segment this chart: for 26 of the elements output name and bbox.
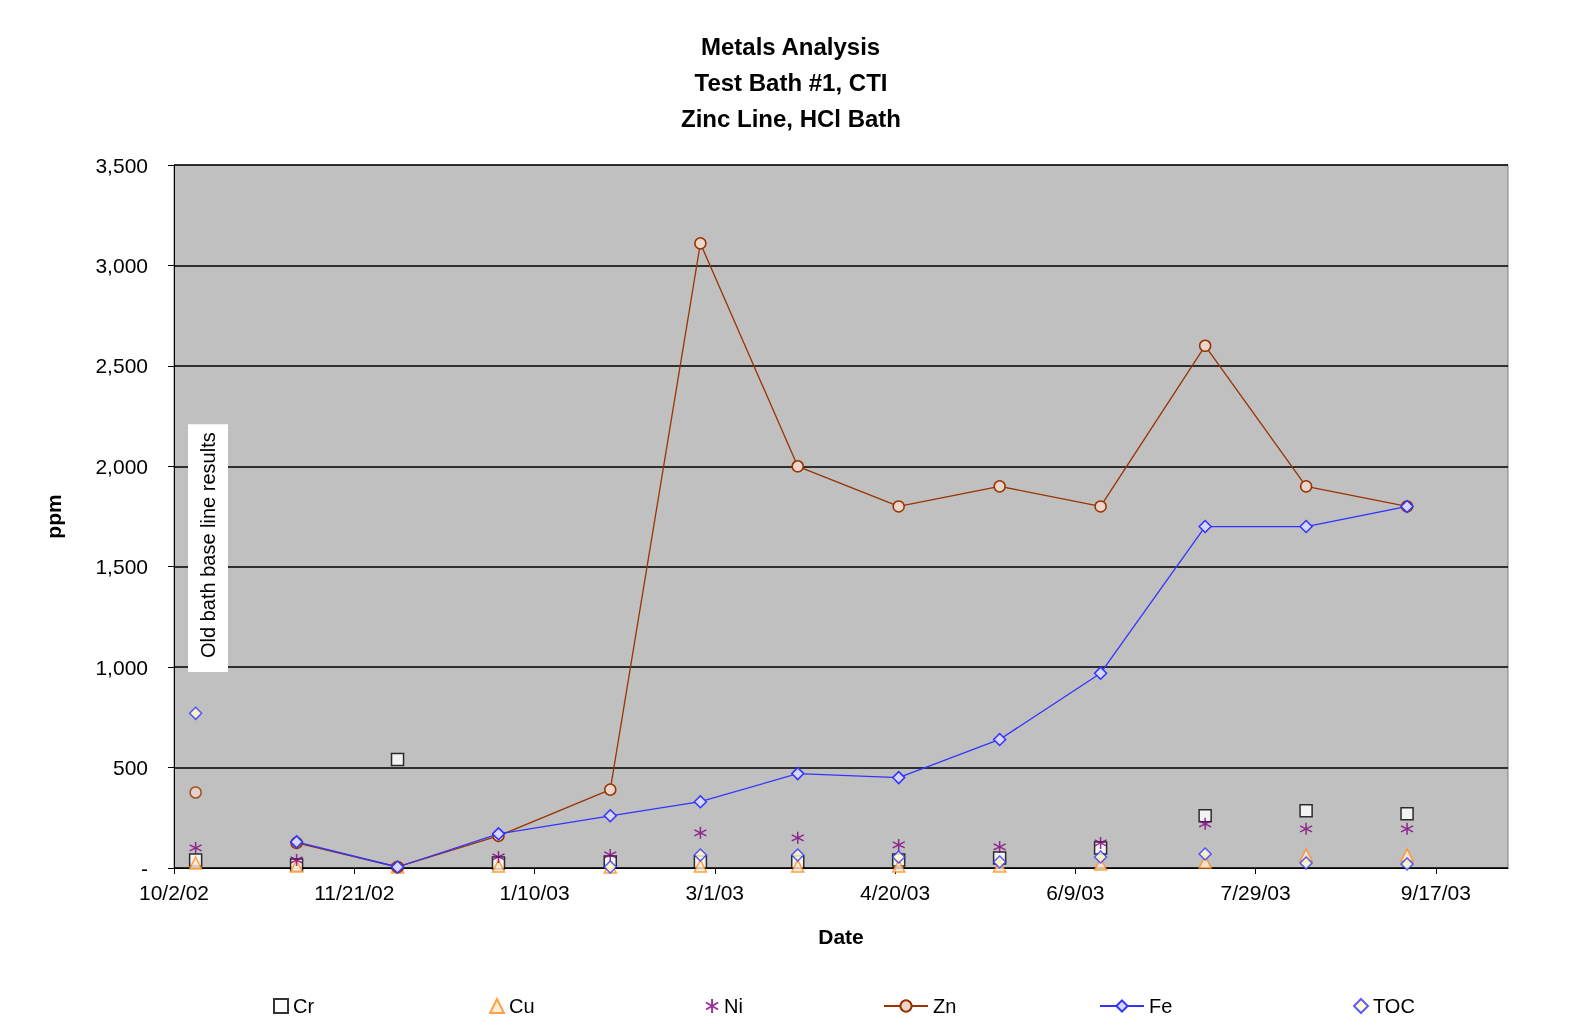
x-tick-label: 3/1/03 bbox=[685, 881, 745, 904]
y-tick-label: 1,500 bbox=[95, 555, 148, 579]
y-tick-label: 2,500 bbox=[95, 354, 148, 378]
y-tick-label: 3,500 bbox=[95, 153, 148, 177]
x-tick-label: 11/21/02 bbox=[314, 881, 395, 904]
x-tick-label: 4/20/03 bbox=[860, 881, 931, 904]
annotation: Old bath base line results bbox=[197, 432, 219, 658]
legend-label: Zn bbox=[933, 995, 957, 1017]
y-tick-label: 2,000 bbox=[95, 454, 148, 478]
legend-label: TOC bbox=[1373, 995, 1415, 1017]
y-tick-label: 3,000 bbox=[95, 253, 148, 277]
y-axis-title: ppm bbox=[42, 494, 65, 539]
x-axis-title: Date bbox=[818, 925, 864, 948]
legend-label: Fe bbox=[1149, 995, 1173, 1017]
y-tick-label: 1,000 bbox=[95, 655, 148, 679]
y-tick-label: 500 bbox=[112, 756, 148, 780]
x-tick-label: 10/2/02 bbox=[138, 881, 210, 904]
x-tick-label: 6/9/03 bbox=[1046, 881, 1105, 904]
legend-label: Cr bbox=[293, 995, 315, 1017]
x-tick-label: 1/10/03 bbox=[499, 881, 570, 904]
legend-label: Ni bbox=[724, 995, 743, 1017]
legend-label: Cu bbox=[509, 995, 535, 1017]
chart-title: Metals Analysis Test Bath #1, CTI Zinc Line, HCl Bath bbox=[681, 32, 902, 132]
x-tick-label: 9/17/03 bbox=[1400, 881, 1471, 904]
y-tick-label: - bbox=[141, 856, 148, 880]
x-tick-label: 7/29/03 bbox=[1220, 881, 1291, 904]
